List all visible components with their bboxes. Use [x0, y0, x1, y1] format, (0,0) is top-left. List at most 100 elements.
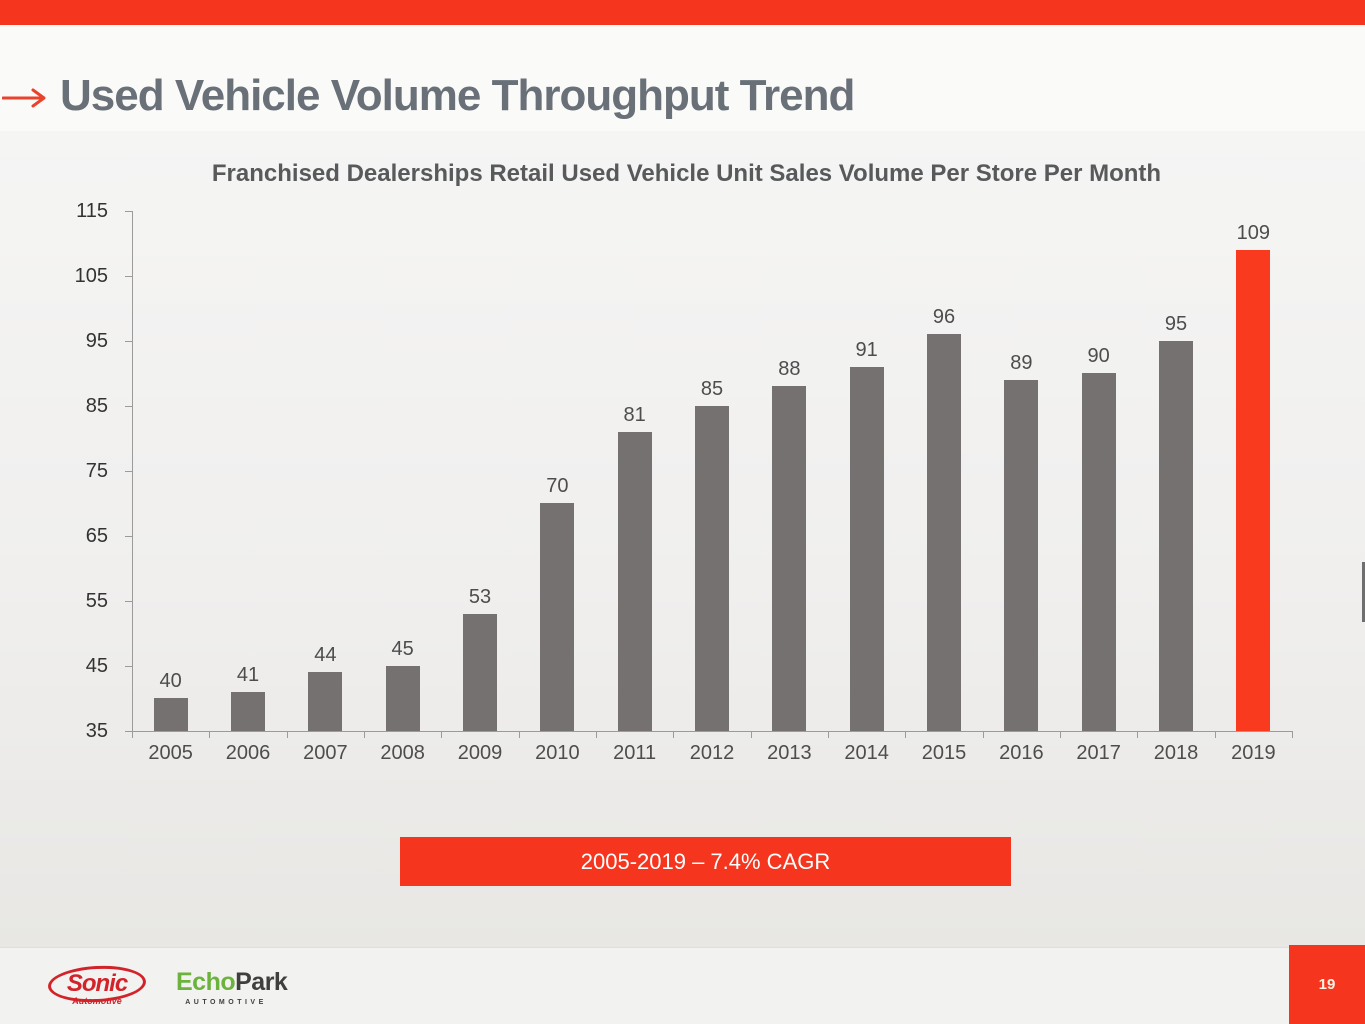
bar-value-label: 90	[1087, 345, 1110, 367]
x-axis-tick	[982, 731, 984, 738]
x-axis-tick	[828, 731, 829, 738]
x-axis-tick	[1214, 731, 1216, 738]
y-axis-tick	[125, 536, 132, 537]
bar-value-label: 41	[236, 664, 260, 686]
sonic-automotive-logo: Sonic Automotive	[47, 963, 148, 1010]
x-axis-tick	[364, 731, 365, 738]
bar-2009	[463, 614, 497, 731]
title-band	[0, 25, 1365, 131]
x-axis-tick	[905, 731, 907, 738]
bar-2019	[1236, 250, 1271, 731]
cagr-banner: 2005-2019 – 7.4% CAGR	[400, 837, 1011, 886]
bar-value-label: 40	[159, 670, 182, 692]
top-accent-bar	[0, 0, 1365, 25]
sonic-logo-subtext: Automotive	[72, 996, 122, 1006]
y-axis-tick	[125, 211, 132, 212]
x-axis-label: 2008	[380, 742, 425, 764]
x-axis-tick	[1292, 731, 1293, 738]
x-axis-label: 2006	[225, 742, 271, 764]
echopark-logo-wordmark: EchoPark	[176, 968, 288, 997]
bar-value-label: 81	[623, 404, 646, 426]
page-title: Used Vehicle Volume Throughput Trend	[60, 71, 855, 120]
y-axis-label: 45	[85, 655, 108, 677]
y-axis-line	[132, 211, 133, 732]
bar-value-label: 91	[855, 339, 878, 361]
bar-value-label: 44	[314, 644, 337, 666]
bar-2014	[849, 367, 884, 731]
cagr-banner-label: 2005-2019 – 7.4% CAGR	[580, 848, 831, 874]
bar-value-label: 53	[468, 586, 492, 608]
y-axis-label: 95	[85, 330, 108, 352]
x-axis-tick	[441, 731, 443, 738]
arrow-right-icon	[2, 88, 46, 108]
bar-value-label: 70	[546, 475, 569, 497]
bar-2005	[153, 698, 188, 731]
y-axis-tick	[125, 341, 132, 342]
chart-region	[0, 131, 1365, 947]
chart-title: Franchised Dealerships Retail Used Vehic…	[211, 160, 1162, 187]
x-axis-line	[132, 731, 1292, 732]
x-axis-label: 2009	[457, 742, 503, 764]
x-axis-tick	[518, 731, 520, 738]
bar-2016	[1004, 380, 1039, 731]
sonic-logo-wordmark: Sonic	[66, 970, 128, 997]
x-axis-label: 2005	[148, 742, 193, 764]
bar-value-label: 96	[932, 306, 956, 328]
bar-value-label: 45	[391, 638, 414, 660]
x-axis-tick	[286, 731, 288, 738]
bar-2018	[1159, 341, 1193, 731]
bar-2007	[308, 672, 343, 731]
echopark-echo-text: Echo	[176, 968, 236, 996]
x-axis-label: 2011	[613, 742, 657, 764]
x-axis-label: 2016	[999, 742, 1044, 764]
x-axis-label: 2018	[1153, 742, 1199, 764]
echopark-logo: EchoPark AUTOMOTIVE	[176, 968, 288, 1006]
y-axis-tick	[125, 731, 132, 732]
bar-2013	[772, 386, 807, 731]
x-axis-label: 2007	[303, 742, 348, 764]
page-number-badge: 19	[1289, 945, 1365, 1024]
x-axis-tick	[1137, 731, 1139, 738]
x-axis-label: 2013	[767, 742, 812, 764]
x-axis-tick	[750, 731, 752, 738]
bar-2012	[695, 406, 729, 731]
x-axis-label: 2019	[1231, 742, 1276, 764]
scrollbar-thumb[interactable]	[1362, 562, 1365, 622]
y-axis-label: 85	[85, 395, 108, 417]
x-axis-label: 2010	[535, 742, 580, 764]
y-axis-label: 35	[85, 720, 108, 742]
echopark-park-text: Park	[235, 968, 288, 996]
bar-2010	[540, 503, 575, 731]
x-axis-tick	[596, 731, 597, 738]
y-axis-tick	[125, 601, 132, 602]
bar-value-label: 85	[700, 378, 724, 400]
x-axis-tick	[673, 731, 675, 738]
y-axis-label: 65	[85, 525, 108, 547]
y-axis-tick	[125, 666, 132, 667]
x-axis-tick	[209, 731, 211, 738]
y-axis-label: 75	[85, 460, 108, 482]
x-axis-label: 2017	[1076, 742, 1121, 764]
bar-2015	[927, 334, 961, 731]
bar-value-label: 95	[1164, 313, 1188, 335]
echopark-logo-subtext: AUTOMOTIVE	[185, 999, 267, 1006]
bar-2008	[385, 666, 420, 731]
y-axis-label: 55	[85, 590, 108, 612]
y-axis-tick	[125, 406, 132, 407]
bar-value-label: 89	[1010, 352, 1033, 374]
x-axis-tick	[1060, 731, 1061, 738]
x-axis-label: 2012	[689, 742, 735, 764]
y-axis-tick	[125, 471, 132, 472]
page-number: 19	[1318, 976, 1336, 993]
bar-value-label: 88	[778, 358, 801, 380]
bar-2017	[1081, 373, 1116, 731]
y-axis-tick	[125, 276, 132, 277]
bar-2011	[617, 432, 652, 731]
y-axis-label: 105	[74, 265, 108, 287]
y-axis-label: 115	[76, 200, 108, 222]
x-axis-label: 2015	[921, 742, 967, 764]
footer-band	[0, 947, 1365, 1024]
bar-2006	[231, 692, 265, 731]
x-axis-label: 2014	[844, 742, 889, 764]
